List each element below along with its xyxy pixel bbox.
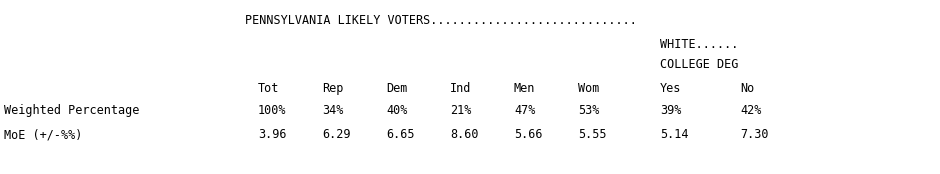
Text: 3.96: 3.96 [258, 128, 287, 141]
Text: 5.55: 5.55 [578, 128, 606, 141]
Text: 53%: 53% [578, 104, 600, 117]
Text: 8.60: 8.60 [450, 128, 478, 141]
Text: 7.30: 7.30 [740, 128, 769, 141]
Text: 39%: 39% [660, 104, 682, 117]
Text: Tot: Tot [258, 82, 279, 95]
Text: WHITE......: WHITE...... [660, 38, 739, 51]
Text: Rep: Rep [322, 82, 343, 95]
Text: 6.65: 6.65 [386, 128, 415, 141]
Text: PENNSYLVANIA LIKELY VOTERS.............................: PENNSYLVANIA LIKELY VOTERS..............… [245, 14, 637, 27]
Text: 34%: 34% [322, 104, 343, 117]
Text: Men: Men [514, 82, 536, 95]
Text: 40%: 40% [386, 104, 407, 117]
Text: 100%: 100% [258, 104, 287, 117]
Text: 6.29: 6.29 [322, 128, 351, 141]
Text: MoE (+/-%%): MoE (+/-%%) [4, 128, 83, 141]
Text: Ind: Ind [450, 82, 471, 95]
Text: Weighted Percentage: Weighted Percentage [4, 104, 139, 117]
Text: 47%: 47% [514, 104, 536, 117]
Text: 5.14: 5.14 [660, 128, 688, 141]
Text: 5.66: 5.66 [514, 128, 542, 141]
Text: Wom: Wom [578, 82, 600, 95]
Text: Yes: Yes [660, 82, 682, 95]
Text: Dem: Dem [386, 82, 407, 95]
Text: 42%: 42% [740, 104, 761, 117]
Text: COLLEGE DEG: COLLEGE DEG [660, 58, 739, 71]
Text: 21%: 21% [450, 104, 471, 117]
Text: No: No [740, 82, 754, 95]
